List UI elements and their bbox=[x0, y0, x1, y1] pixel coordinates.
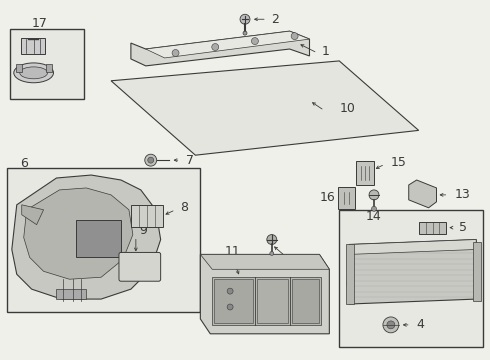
Polygon shape bbox=[111, 61, 418, 155]
FancyBboxPatch shape bbox=[10, 29, 84, 99]
Circle shape bbox=[227, 304, 233, 310]
FancyBboxPatch shape bbox=[214, 279, 253, 323]
Polygon shape bbox=[22, 205, 44, 225]
Text: 7: 7 bbox=[187, 154, 195, 167]
Circle shape bbox=[148, 157, 154, 163]
Polygon shape bbox=[200, 255, 329, 269]
Text: 1: 1 bbox=[321, 45, 329, 58]
Text: 3: 3 bbox=[347, 198, 355, 211]
FancyBboxPatch shape bbox=[212, 277, 321, 325]
Circle shape bbox=[243, 31, 247, 35]
FancyBboxPatch shape bbox=[119, 252, 161, 281]
Ellipse shape bbox=[14, 63, 53, 83]
Polygon shape bbox=[409, 180, 437, 208]
Circle shape bbox=[172, 50, 179, 57]
Text: 5: 5 bbox=[459, 221, 467, 234]
Text: 6: 6 bbox=[20, 157, 27, 170]
FancyBboxPatch shape bbox=[76, 220, 121, 257]
Polygon shape bbox=[200, 255, 329, 334]
Polygon shape bbox=[131, 31, 310, 66]
Circle shape bbox=[383, 317, 399, 333]
Text: 8: 8 bbox=[180, 201, 189, 214]
FancyBboxPatch shape bbox=[21, 38, 45, 54]
Circle shape bbox=[240, 14, 250, 24]
FancyBboxPatch shape bbox=[339, 210, 483, 347]
Text: 16: 16 bbox=[319, 192, 335, 204]
FancyBboxPatch shape bbox=[16, 64, 22, 72]
Polygon shape bbox=[24, 188, 133, 279]
Ellipse shape bbox=[20, 67, 48, 79]
FancyBboxPatch shape bbox=[473, 242, 481, 301]
FancyBboxPatch shape bbox=[338, 187, 355, 209]
Circle shape bbox=[270, 251, 274, 255]
Circle shape bbox=[227, 288, 233, 294]
FancyBboxPatch shape bbox=[46, 64, 51, 72]
FancyBboxPatch shape bbox=[356, 161, 374, 185]
Text: 13: 13 bbox=[454, 188, 470, 201]
FancyBboxPatch shape bbox=[346, 244, 354, 304]
FancyBboxPatch shape bbox=[131, 205, 163, 227]
Circle shape bbox=[267, 235, 277, 244]
Text: 4: 4 bbox=[416, 318, 424, 331]
Circle shape bbox=[369, 190, 379, 200]
Text: 12: 12 bbox=[292, 255, 307, 268]
FancyBboxPatch shape bbox=[292, 279, 319, 323]
Polygon shape bbox=[349, 239, 476, 255]
Text: 17: 17 bbox=[32, 17, 48, 30]
Circle shape bbox=[291, 33, 298, 40]
FancyBboxPatch shape bbox=[56, 289, 86, 299]
Text: 10: 10 bbox=[339, 102, 355, 115]
Circle shape bbox=[387, 321, 395, 329]
Text: 9: 9 bbox=[139, 224, 147, 237]
FancyBboxPatch shape bbox=[418, 222, 446, 234]
FancyBboxPatch shape bbox=[257, 279, 288, 323]
Polygon shape bbox=[347, 239, 478, 304]
Circle shape bbox=[251, 37, 258, 45]
Polygon shape bbox=[146, 31, 310, 58]
Polygon shape bbox=[12, 175, 161, 299]
Text: 14: 14 bbox=[366, 210, 382, 223]
FancyBboxPatch shape bbox=[7, 168, 200, 312]
Circle shape bbox=[145, 154, 157, 166]
Circle shape bbox=[371, 206, 376, 211]
Text: 11: 11 bbox=[224, 245, 240, 258]
Circle shape bbox=[212, 44, 219, 50]
Text: 2: 2 bbox=[271, 13, 279, 26]
Text: 15: 15 bbox=[391, 156, 407, 168]
